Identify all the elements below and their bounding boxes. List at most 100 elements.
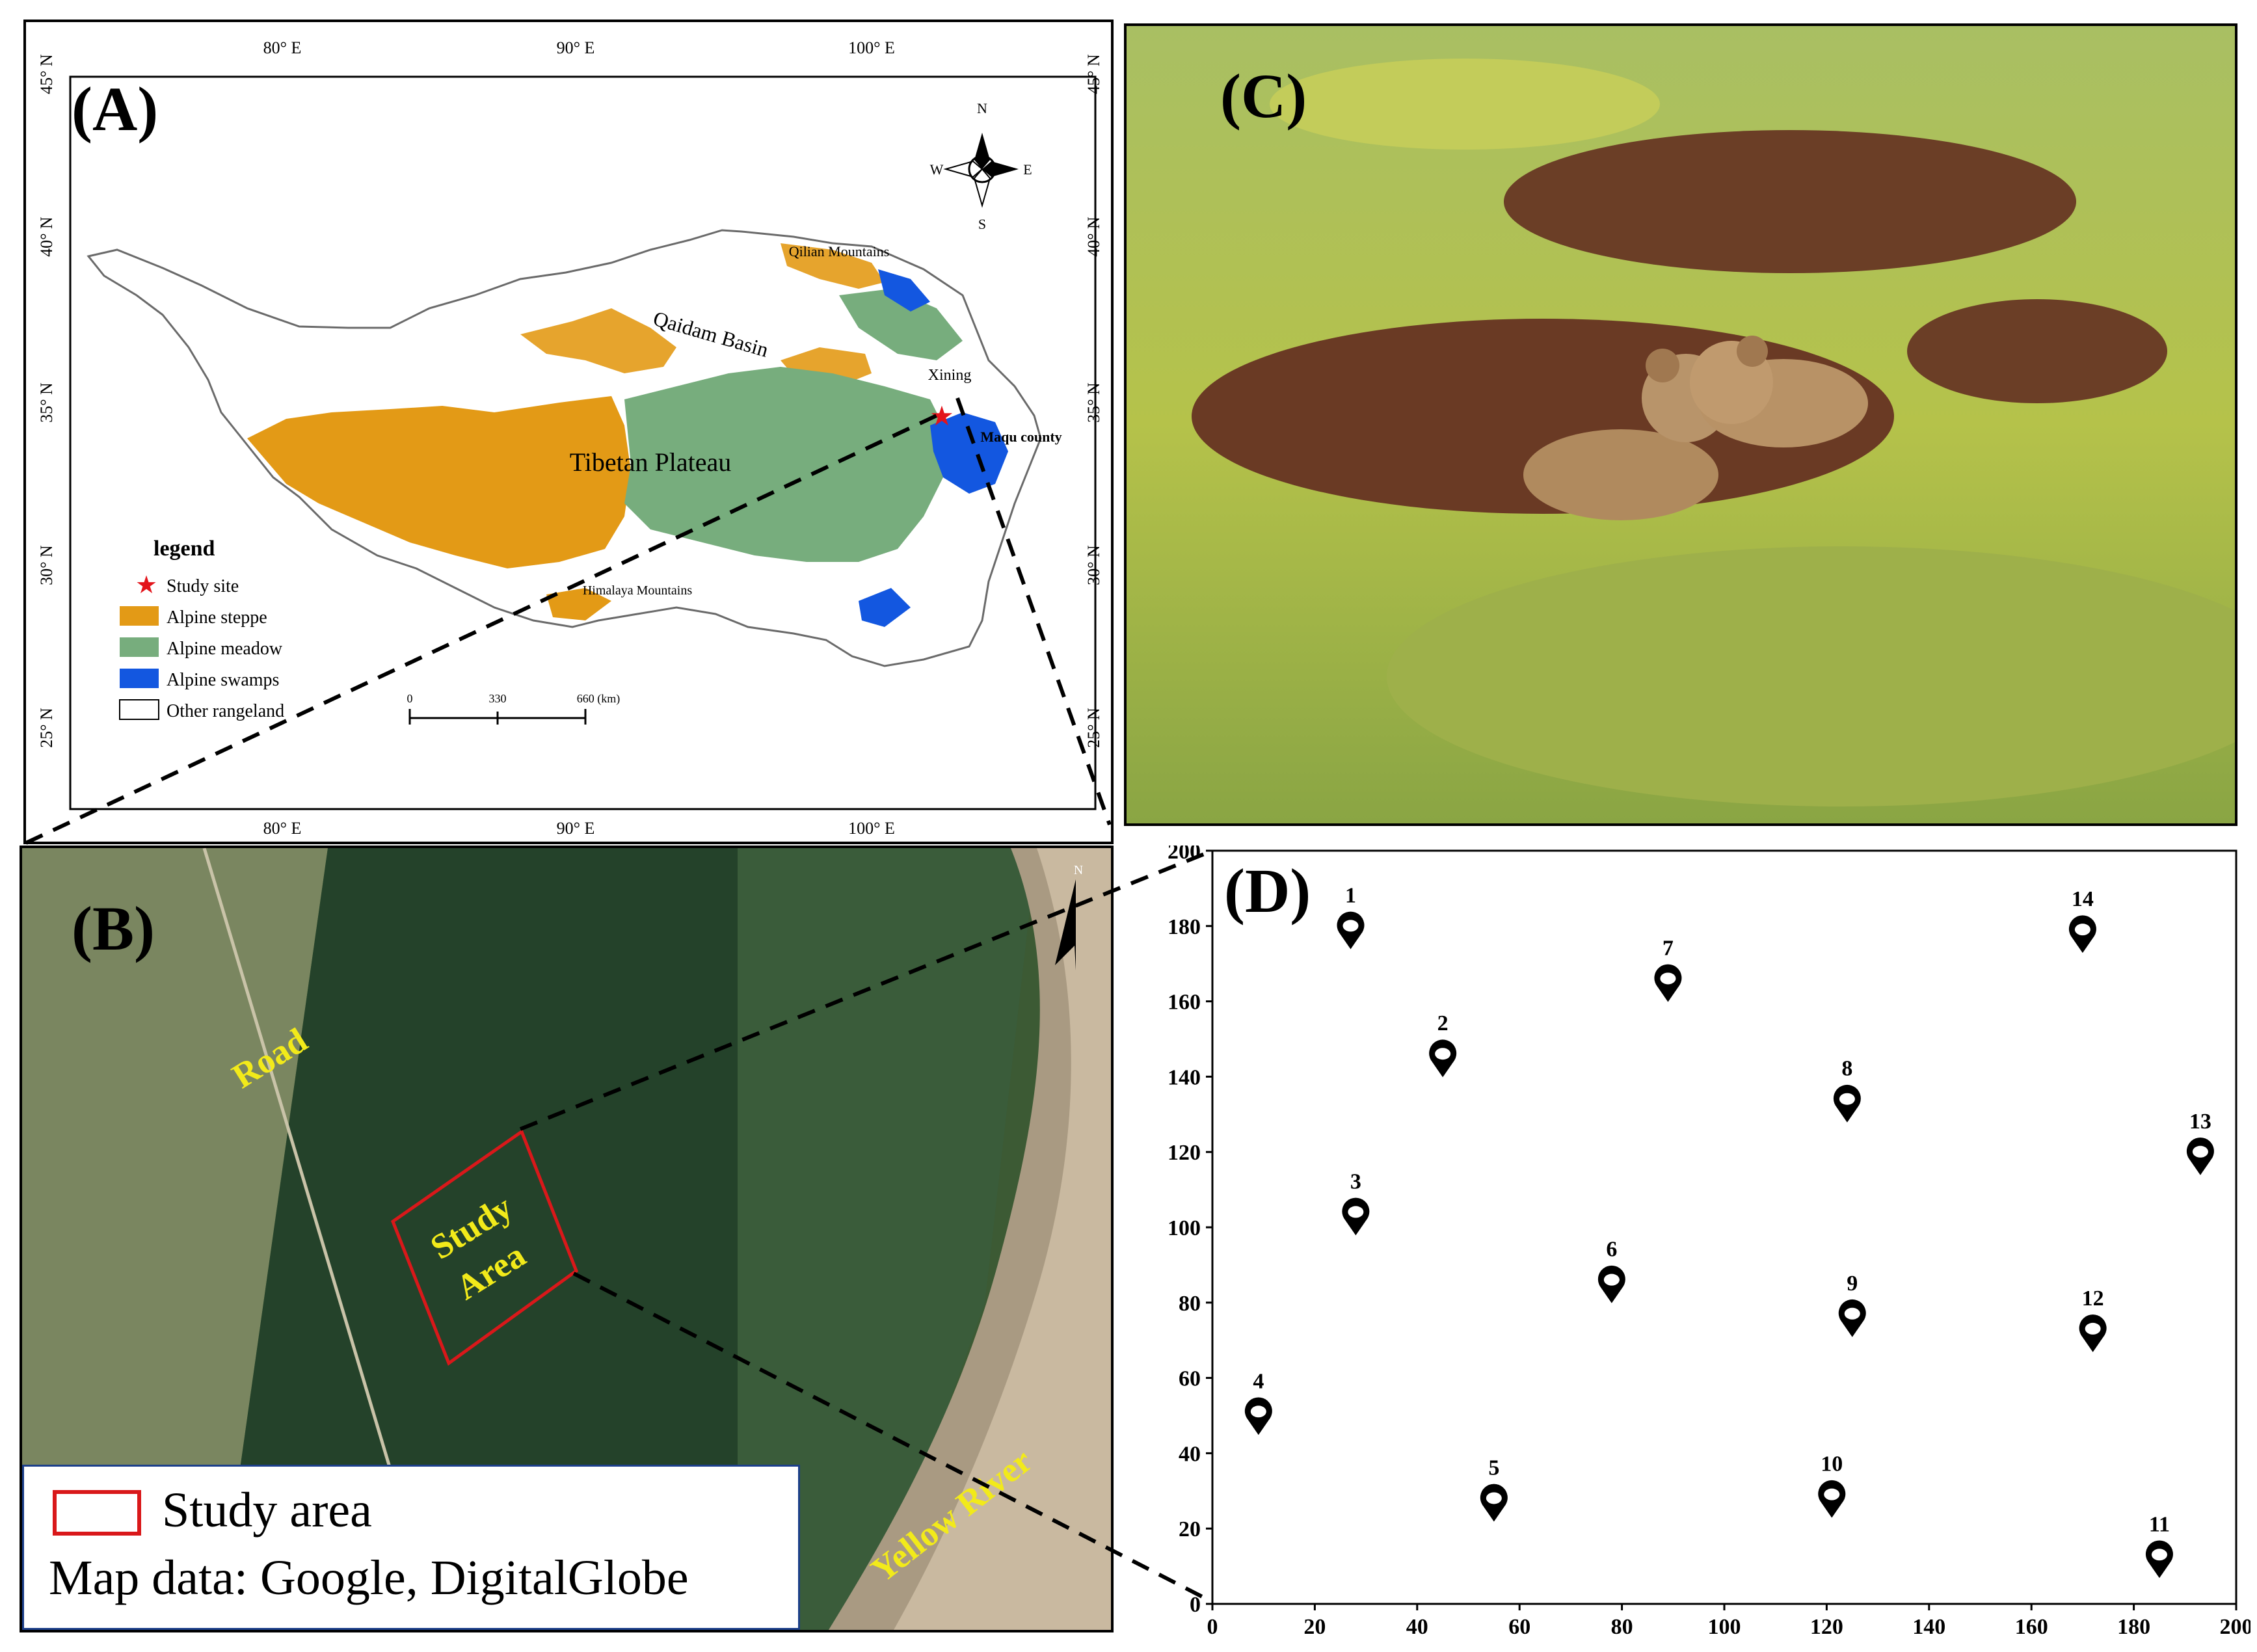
scale-bar bbox=[408, 709, 587, 725]
site-marker-label: 1 bbox=[1345, 883, 1356, 907]
map-pin-hole bbox=[2085, 1322, 2101, 1335]
site-marker-13: 13 bbox=[2186, 1110, 2214, 1175]
site-marker-label: 2 bbox=[1437, 1011, 1449, 1035]
site-marker-11: 11 bbox=[2145, 1512, 2173, 1579]
site-marker-6: 6 bbox=[1597, 1238, 1625, 1303]
legend-alpine-steppe: Alpine steppe bbox=[167, 607, 267, 628]
lat-right-30: 30° N bbox=[1084, 545, 1103, 585]
site-marker-12: 12 bbox=[2079, 1286, 2107, 1352]
map-pin-hole bbox=[1486, 1492, 1502, 1504]
x-axis-ticks: 0 20 40 60 80 100 120 140 160 180 200 bbox=[1207, 1604, 2250, 1639]
site-marker-label: 3 bbox=[1350, 1169, 1361, 1193]
site-marker-7: 7 bbox=[1654, 936, 1682, 1002]
panel-b-legend: Study area Map data: Google, DigitalGlob… bbox=[22, 1465, 800, 1630]
lat-right-35: 35° N bbox=[1084, 382, 1103, 423]
site-marker-label: 12 bbox=[2082, 1286, 2104, 1311]
map-pin-hole bbox=[2192, 1145, 2208, 1158]
map-pin-hole bbox=[1824, 1488, 1840, 1500]
map-pin-hole bbox=[1660, 972, 1676, 985]
study-area-box bbox=[390, 1129, 579, 1366]
grass-patch-2 bbox=[1387, 546, 2235, 806]
y-tick-label: 120 bbox=[1168, 1141, 1201, 1165]
map-pin-hole bbox=[1342, 920, 1359, 932]
compass-s: S bbox=[978, 216, 986, 232]
panel-b-label: (B) bbox=[72, 894, 155, 963]
site-marker-label: 5 bbox=[1488, 1456, 1499, 1480]
site-marker-label: 13 bbox=[2189, 1110, 2211, 1134]
panel-c-pika-photo: (C) bbox=[1124, 23, 2237, 826]
lat-left-25: 25° N bbox=[37, 708, 56, 748]
lon-top-90: 90° E bbox=[557, 38, 595, 57]
place-himalaya: Himalaya Mountains bbox=[583, 583, 693, 598]
lat-right-40: 40° N bbox=[1084, 217, 1103, 257]
legend-star-icon: ★ bbox=[135, 572, 157, 599]
north-arrow-n: N bbox=[1074, 863, 1083, 877]
lon-bottom-80: 80° E bbox=[263, 819, 302, 838]
site-marker-label: 10 bbox=[1821, 1452, 1843, 1476]
x-tick-label: 0 bbox=[1207, 1615, 1218, 1639]
map-pin-hole bbox=[2074, 924, 2090, 936]
alpine-meadow-north bbox=[839, 289, 963, 360]
y-tick-label: 140 bbox=[1168, 1065, 1201, 1089]
y-axis-ticks: 0 20 40 60 80 100 120 140 160 180 200 bbox=[1168, 846, 1212, 1617]
site-marker-label: 8 bbox=[1841, 1057, 1852, 1081]
site-marker-label: 6 bbox=[1606, 1238, 1617, 1262]
lat-right-45: 45° N bbox=[1084, 54, 1103, 94]
alpine-steppe-region bbox=[247, 396, 631, 568]
legend-other-rangeland: Other rangeland bbox=[167, 701, 284, 721]
site-location-chart: 0 20 40 60 80 100 120 140 160 180 200 020406080100… bbox=[1168, 846, 2250, 1639]
x-tick-label: 120 bbox=[1810, 1615, 1843, 1639]
legend-alpine-meadow: Alpine meadow bbox=[167, 639, 283, 659]
site-marker-label: 4 bbox=[1253, 1369, 1264, 1393]
site-marker-5: 5 bbox=[1480, 1456, 1508, 1522]
compass-w: W bbox=[930, 161, 944, 178]
legend-swatch-steppe bbox=[120, 606, 159, 626]
chart-frame bbox=[1211, 849, 2237, 1605]
site-marker-9: 9 bbox=[1838, 1272, 1866, 1337]
legend-study-area-text: Study area bbox=[162, 1483, 372, 1538]
place-maqu: Maqu county bbox=[980, 429, 1062, 445]
x-tick-label: 160 bbox=[2015, 1615, 2048, 1639]
lon-top-100: 100° E bbox=[848, 38, 895, 57]
lon-top-80: 80° E bbox=[263, 38, 302, 57]
y-tick-label: 200 bbox=[1168, 846, 1201, 864]
y-tick-label: 40 bbox=[1179, 1442, 1201, 1466]
legend-swatch-other bbox=[119, 699, 159, 720]
pika-right-icon bbox=[1690, 336, 1868, 447]
panel-a-label: (A) bbox=[72, 74, 159, 144]
legend-title: legend bbox=[154, 537, 215, 561]
site-marker-3: 3 bbox=[1342, 1169, 1370, 1236]
legend-swatch-swamps bbox=[120, 669, 159, 688]
panel-d-site-chart: 0 20 40 60 80 100 120 140 160 180 200 0 20 40 60 80 100… bbox=[1119, 846, 2250, 1652]
map-pin-hole bbox=[1839, 1093, 1855, 1105]
place-xining: Xining bbox=[928, 367, 972, 384]
place-plateau: Tibetan Plateau bbox=[570, 447, 732, 477]
site-marker-14: 14 bbox=[2068, 887, 2096, 953]
map-pin-hole bbox=[2151, 1549, 2167, 1561]
site-marker-label: 14 bbox=[2072, 887, 2094, 911]
map-pin-hole bbox=[1435, 1048, 1451, 1060]
x-tick-label: 140 bbox=[1912, 1615, 1945, 1639]
study-area-legend-swatch bbox=[53, 1490, 141, 1536]
scale-tick-330: 330 bbox=[489, 692, 507, 705]
place-qilian: Qilian Mountains bbox=[789, 243, 890, 260]
y-tick-label: 80 bbox=[1179, 1292, 1201, 1316]
rangeland-map-svg: 80° E 90° E 100° E 80° E 90° E 100° E 45… bbox=[37, 38, 1103, 838]
legend-swatch-meadow bbox=[120, 637, 159, 657]
x-tick-label: 20 bbox=[1303, 1615, 1326, 1639]
compass-e: E bbox=[1023, 161, 1032, 178]
x-tick-label: 60 bbox=[1508, 1615, 1530, 1639]
burrow-mound-right bbox=[1907, 299, 2167, 403]
panel-a-rangeland-map: 80° E 90° E 100° E 80° E 90° E 100° E 45… bbox=[23, 20, 1114, 844]
site-marker-label: 9 bbox=[1847, 1272, 1858, 1296]
study-site-star-icon: ★ bbox=[929, 402, 954, 432]
grass-patch-1 bbox=[1270, 59, 1660, 150]
legend-map-credit: Map data: Google, DigitalGlobe bbox=[49, 1551, 689, 1605]
y-tick-label: 100 bbox=[1168, 1216, 1201, 1240]
panel-c-label: (C) bbox=[1220, 61, 1307, 131]
x-tick-label: 80 bbox=[1611, 1615, 1633, 1639]
lat-left-45: 45° N bbox=[37, 54, 56, 94]
site-marker-label: 7 bbox=[1663, 936, 1674, 960]
x-tick-label: 180 bbox=[2117, 1615, 2150, 1639]
